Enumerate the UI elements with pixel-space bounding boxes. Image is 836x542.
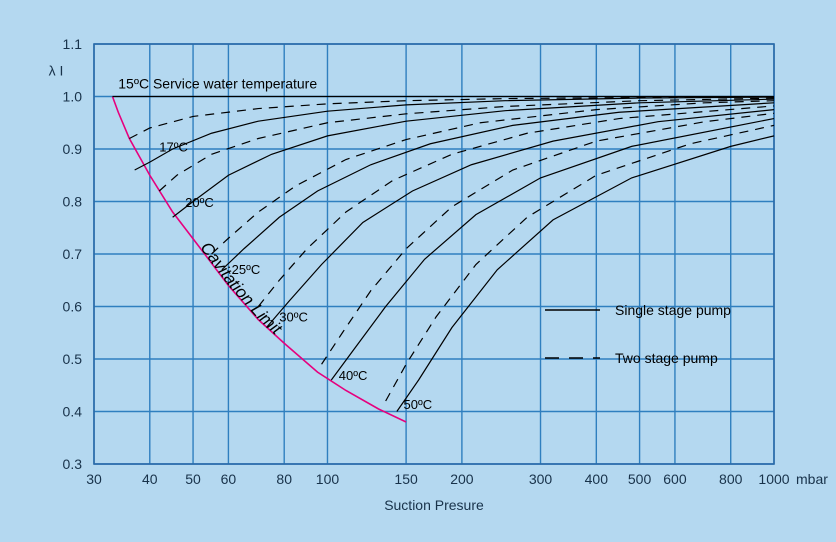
legend-label: Single stage pump: [615, 302, 731, 318]
x-tick-label: 500: [628, 471, 652, 487]
x-tick-label: 80: [276, 471, 292, 487]
temp-curve: [159, 98, 774, 191]
temp-curve-label: 17ºC: [159, 140, 188, 155]
y-tick-label: 0.3: [63, 456, 83, 472]
pump-chart: 30 40 50 60 80 100 150 200 300 400 500 600 800 1000 0.…: [0, 0, 836, 542]
temp-curve: [322, 113, 774, 364]
x-tick-label: 100: [316, 471, 340, 487]
y-tick-label: 0.7: [63, 246, 83, 262]
x-tick-label: 30: [86, 471, 102, 487]
temp-curve-label: 40ºC: [339, 368, 368, 383]
temp-curve: [258, 106, 774, 307]
legend-label: Two stage pump: [615, 350, 718, 366]
temp-curve: [173, 99, 774, 217]
x-axis-unit: mbar: [796, 471, 828, 487]
x-tick-label: 800: [719, 471, 743, 487]
y-tick-label: 1.0: [63, 89, 83, 105]
temp-curve-label: 25ºC: [232, 262, 261, 277]
x-tick-label: 400: [585, 471, 609, 487]
x-tick-label: 40: [142, 471, 158, 487]
y-tick-label: 0.4: [63, 404, 83, 420]
y-tick-label: 0.5: [63, 351, 83, 367]
temp-curve: [135, 97, 774, 170]
temp-curve: [397, 136, 774, 412]
y-tick-label: 0.6: [63, 299, 83, 315]
x-axis-label: Suction Presure: [384, 497, 484, 513]
y-axis-label: λ I: [49, 62, 64, 78]
x-tick-label: 50: [185, 471, 201, 487]
temp-curve: [212, 101, 774, 254]
y-tick-label: 0.8: [63, 194, 83, 210]
x-tick-label: 150: [394, 471, 418, 487]
y-tick-label: 1.1: [63, 36, 83, 52]
temp-curve: [331, 119, 774, 380]
temp-curve-label: 30ºC: [279, 310, 308, 325]
temp-curve-label: 50ºC: [404, 397, 433, 412]
x-tick-label: 200: [450, 471, 474, 487]
x-tick-label: 600: [663, 471, 687, 487]
x-tick-label: 300: [529, 471, 553, 487]
x-tick-label: 1000: [758, 471, 789, 487]
subtitle-label: 15ºC Service water temperature: [118, 76, 317, 92]
y-tick-label: 0.9: [63, 141, 83, 157]
x-tick-label: 60: [221, 471, 237, 487]
